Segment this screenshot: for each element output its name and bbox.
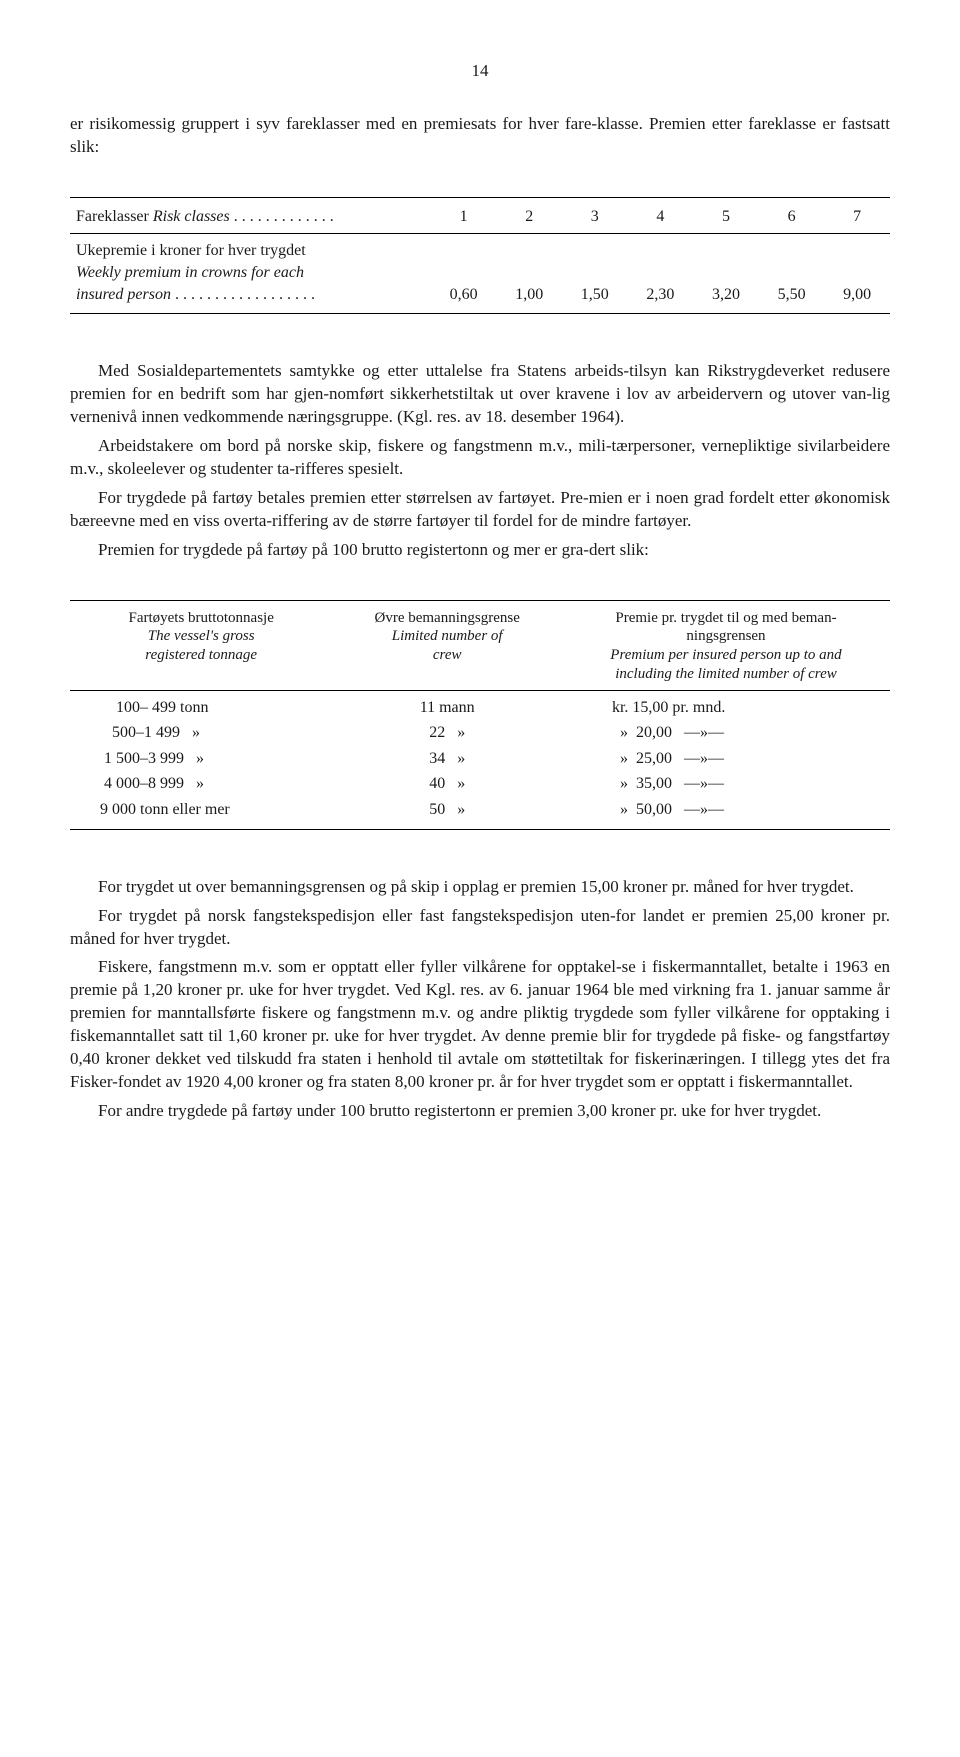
t2-col3-header: Premie pr. trygdet til og med beman- nin… <box>562 607 890 686</box>
cell-premium: » 25,00 —»— <box>562 746 890 772</box>
cell-crew: 50 » <box>332 797 562 823</box>
t2-col1-header: Fartøyets bruttotonnasje The vessel's gr… <box>70 607 332 686</box>
table-row: 100– 499 tonn11 mannkr. 15,00 pr. mnd. <box>70 695 890 721</box>
table-row: 4 000–8 999 »40 » » 35,00 —»— <box>70 771 890 797</box>
t1-row-label-line1: Ukepremie i kroner for hver trygdet <box>76 240 425 262</box>
t2-col2-line2: Limited number of <box>338 627 556 646</box>
col-6: 6 <box>759 204 825 230</box>
table2-rule-mid <box>70 690 890 691</box>
paragraph: Arbeidstakere om bord på norske skip, fi… <box>70 435 890 481</box>
paragraph: For andre trygdede på fartøy under 100 b… <box>70 1100 890 1123</box>
table-header-row: Fartøyets bruttotonnasje The vessel's gr… <box>70 607 890 686</box>
cell-crew: 22 » <box>332 720 562 746</box>
t1-row-label-line3: insured person <box>76 286 171 303</box>
table2-rule-top <box>70 600 890 601</box>
spacer <box>70 165 890 191</box>
spacer <box>70 568 890 594</box>
table1-rule-mid <box>70 233 890 234</box>
cell-tonnage: 100– 499 tonn <box>70 695 332 721</box>
table-row: Ukepremie i kroner for hver trygdet Week… <box>70 238 890 307</box>
paragraph: For trygdet på norsk fangstekspedisjon e… <box>70 905 890 951</box>
table1-rule-top <box>70 197 890 198</box>
t1-header-label: Fareklasser Risk classes . . . . . . . .… <box>70 204 431 230</box>
t2-col1-line1: Fartøyets bruttotonnasje <box>76 609 326 628</box>
cell-tonnage: 1 500–3 999 » <box>70 746 332 772</box>
cell-premium: kr. 15,00 pr. mnd. <box>562 695 890 721</box>
t2-col3-line4: including the limited number of crew <box>568 665 884 684</box>
dots: . . . . . . . . . . . . . . . . . . <box>175 286 315 303</box>
t1-header-label-text: Fareklasser <box>76 208 149 225</box>
col-3: 3 <box>562 204 628 230</box>
t2-col2-line3: crew <box>338 646 556 665</box>
page-number: 14 <box>70 60 890 83</box>
col-7: 7 <box>824 204 890 230</box>
paragraph: Premien for trygdede på fartøy på 100 br… <box>70 539 890 562</box>
table1-rule-bottom <box>70 313 890 314</box>
cell-premium: » 50,00 —»— <box>562 797 890 823</box>
col-1: 1 <box>431 204 497 230</box>
val-6: 5,50 <box>759 238 825 307</box>
table-risk-classes: Fareklasser Risk classes . . . . . . . .… <box>70 204 890 230</box>
cell-tonnage: 500–1 499 » <box>70 720 332 746</box>
paragraph: Fiskere, fangstmenn m.v. som er opptatt … <box>70 956 890 1094</box>
table-risk-classes-body: Ukepremie i kroner for hver trygdet Week… <box>70 238 890 307</box>
spacer <box>70 320 890 360</box>
val-2: 1,00 <box>496 238 562 307</box>
cell-crew: 40 » <box>332 771 562 797</box>
dots: . . . . . . . . . . . . . <box>234 208 334 225</box>
cell-tonnage: 4 000–8 999 » <box>70 771 332 797</box>
t2-col1-line2: The vessel's gross <box>76 627 326 646</box>
cell-premium: » 20,00 —»— <box>562 720 890 746</box>
paragraph: For trygdet ut over bemanningsgrensen og… <box>70 876 890 899</box>
t2-col1-line3: registered tonnage <box>76 646 326 665</box>
t1-row-label: Ukepremie i kroner for hver trygdet Week… <box>70 238 431 307</box>
cell-crew: 34 » <box>332 746 562 772</box>
cell-tonnage: 9 000 tonn eller mer <box>70 797 332 823</box>
intro-paragraph: er risikomessig gruppert i syv fareklass… <box>70 113 890 159</box>
t2-col2-line1: Øvre bemanningsgrense <box>338 609 556 628</box>
table-row: Fareklasser Risk classes . . . . . . . .… <box>70 204 890 230</box>
val-5: 3,20 <box>693 238 759 307</box>
val-7: 9,00 <box>824 238 890 307</box>
t2-col3-line3: Premium per insured person up to and <box>568 646 884 665</box>
t1-header-label-it: Risk classes <box>153 208 230 225</box>
paragraph: For trygdede på fartøy betales premien e… <box>70 487 890 533</box>
t2-body: 100– 499 tonn11 mannkr. 15,00 pr. mnd. 5… <box>70 695 890 823</box>
val-1: 0,60 <box>431 238 497 307</box>
table-row: 1 500–3 999 »34 » » 25,00 —»— <box>70 746 890 772</box>
cell-premium: » 35,00 —»— <box>562 771 890 797</box>
paragraph: Med Sosialdepartementets samtykke og ett… <box>70 360 890 429</box>
t1-row-label-line2: Weekly premium in crowns for each <box>76 262 425 284</box>
table-tonnage-body: 100– 499 tonn11 mannkr. 15,00 pr. mnd. 5… <box>70 695 890 823</box>
t2-col3-line2: ningsgrensen <box>568 627 884 646</box>
col-5: 5 <box>693 204 759 230</box>
table-row: 500–1 499 »22 » » 20,00 —»— <box>70 720 890 746</box>
col-2: 2 <box>496 204 562 230</box>
cell-crew: 11 mann <box>332 695 562 721</box>
col-4: 4 <box>628 204 694 230</box>
t2-col2-header: Øvre bemanningsgrense Limited number of … <box>332 607 562 686</box>
t2-col3-line1: Premie pr. trygdet til og med beman- <box>568 609 884 628</box>
table2-rule-bottom <box>70 829 890 830</box>
val-4: 2,30 <box>628 238 694 307</box>
val-3: 1,50 <box>562 238 628 307</box>
table-tonnage: Fartøyets bruttotonnasje The vessel's gr… <box>70 607 890 686</box>
table-row: 9 000 tonn eller mer50 » » 50,00 —»— <box>70 797 890 823</box>
spacer <box>70 836 890 876</box>
